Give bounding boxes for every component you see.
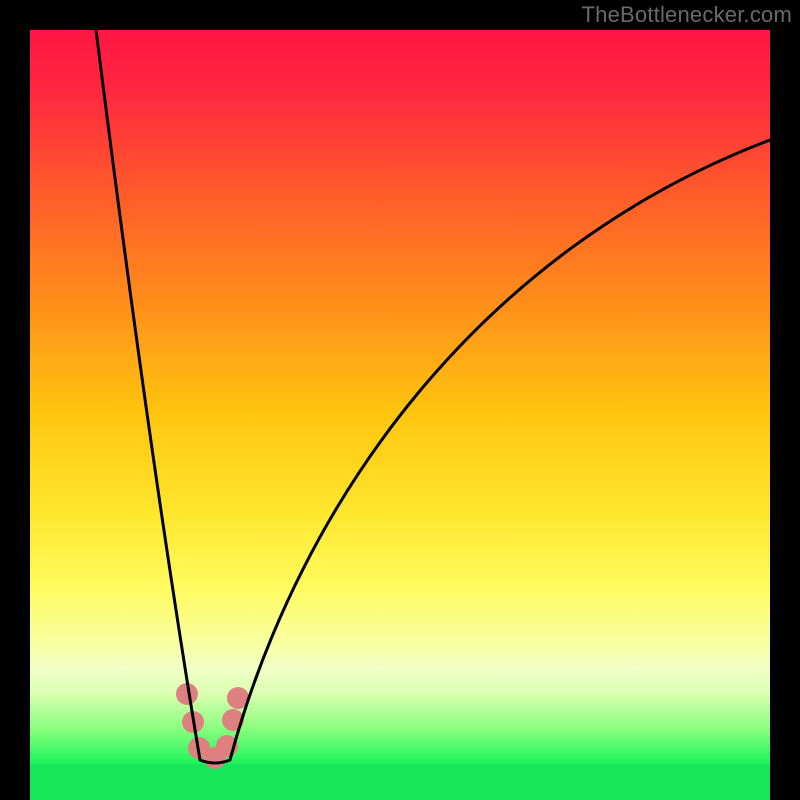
chart-stage: TheBottlenecker.com [0,0,800,800]
watermark-text: TheBottlenecker.com [582,2,792,28]
bottom-green-strip [30,764,770,800]
heat-gradient-plot-area [30,30,770,764]
